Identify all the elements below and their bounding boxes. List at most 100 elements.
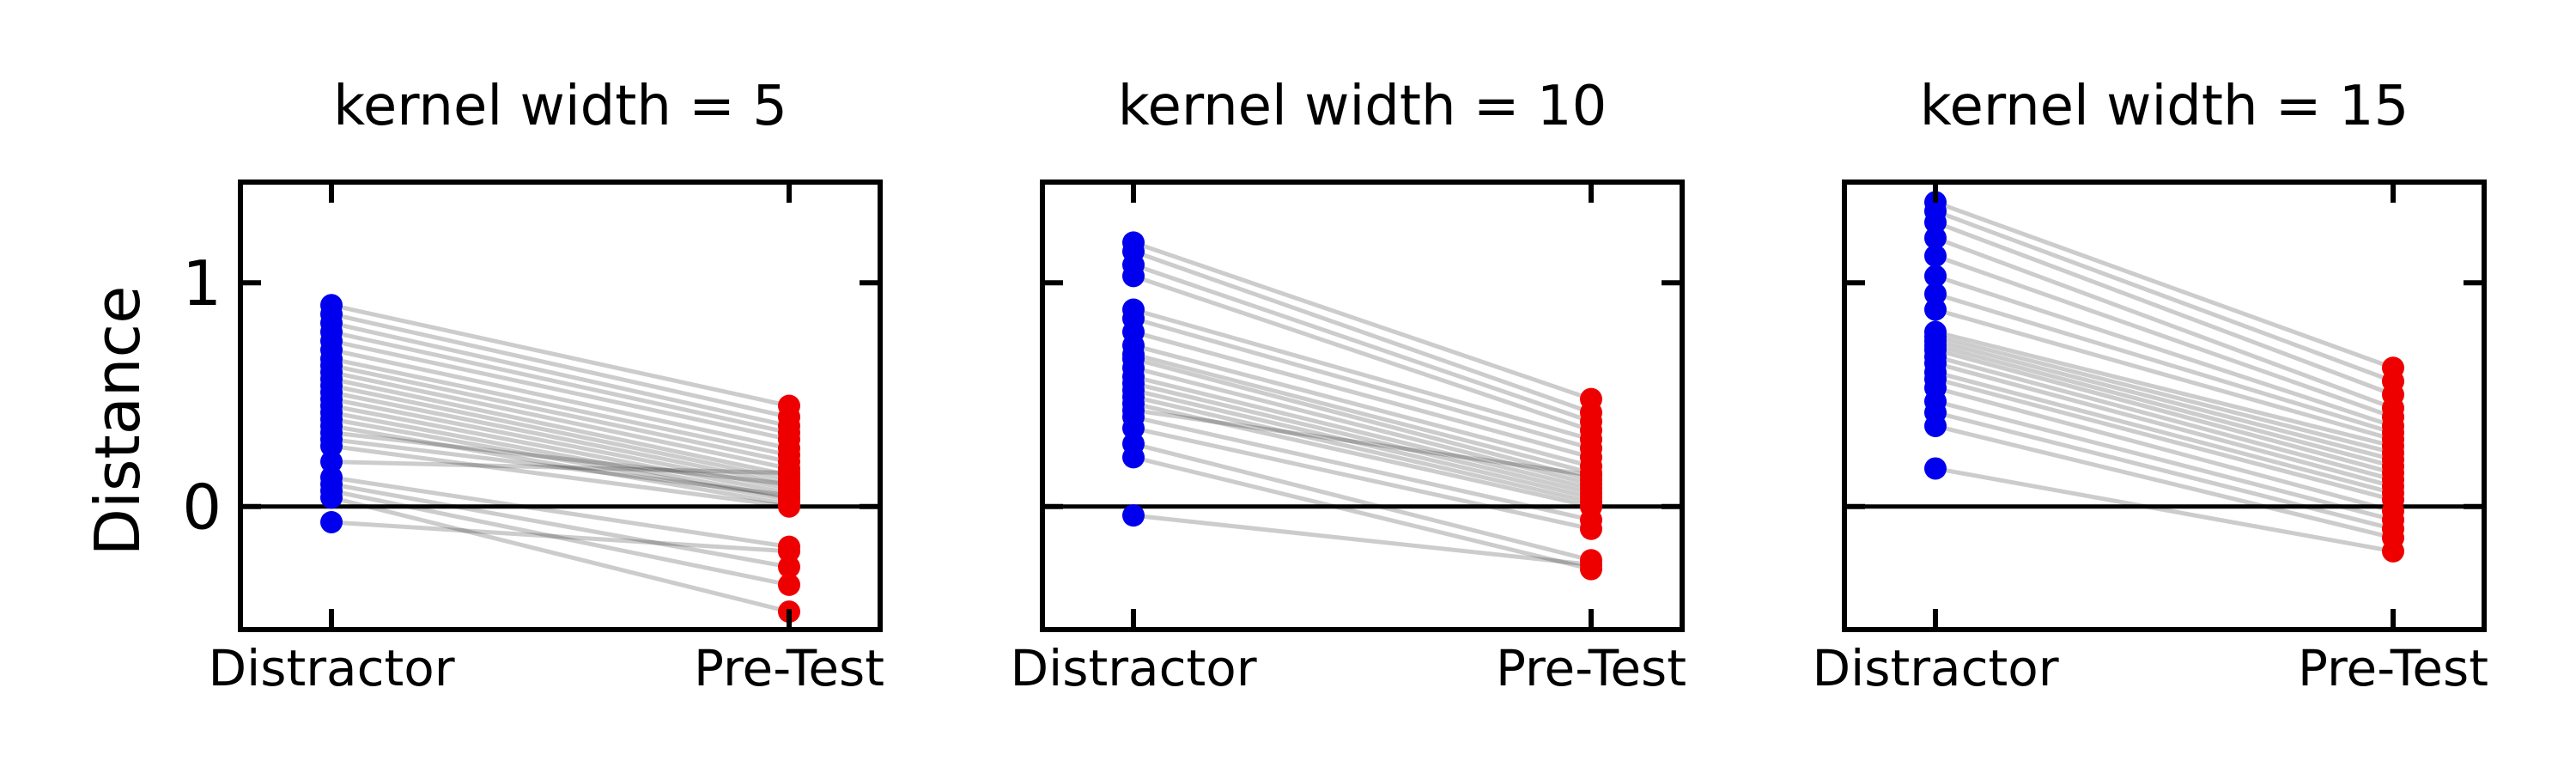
pair-line [331,383,790,482]
pretest-point [2382,539,2404,563]
x-tick-label: Pre-Test [694,639,884,697]
pair-line [331,312,790,419]
distractor-point [1122,446,1145,469]
pair-line [1133,263,1592,424]
pair-line [331,356,790,458]
pair-line [331,495,790,614]
distractor-point [1924,457,1947,480]
pair-line [1935,253,2394,419]
pair-line [331,369,790,471]
pair-line [1133,387,1592,500]
x-tick-label: Distractor [1812,639,2058,697]
pair-line [331,410,790,500]
pretest-point [778,573,800,596]
distractor-point [1122,417,1145,440]
distractor-point [320,486,343,509]
distractor-point [1924,298,1947,321]
pair-line [1133,415,1592,522]
pair-line [1935,466,2394,554]
axes-frame [238,180,883,632]
pair-line [1133,316,1592,451]
panel-title: kernel width = 10 [1118,75,1607,138]
pair-line [1935,220,2394,397]
pair-line [1935,200,2394,370]
distractor-point [1122,504,1145,527]
panel-3: kernel width = 15 Distractor Pre-Test [1812,75,2488,697]
pair-line [1935,338,2394,462]
pretest-point [778,556,800,579]
pair-line [1133,408,1592,478]
y-axis-label: Distance [82,286,154,557]
y-tick-label: 1 [182,247,222,320]
pair-line [1935,370,2394,496]
pretest-point [1580,517,1602,540]
x-tick-label: Pre-Test [2298,639,2488,697]
pretest-point [778,539,800,563]
pretest-point [1580,553,1602,576]
x-tick-label: Distractor [208,639,454,697]
pair-line [1133,307,1592,441]
pair-line [331,423,790,507]
pair-line [331,330,790,435]
distractor-point [320,450,343,473]
pair-line [331,475,790,550]
pair-line [331,404,790,496]
pair-line [1935,361,2394,489]
pair-line [1935,423,2394,540]
panel-2: kernel width = 10 Distractor Pre-Test [1010,75,1686,697]
panel-1: kernel width = 5 0 1 Distractor Pre-Test [182,75,884,697]
pair-line [1133,240,1592,402]
pair-line [1935,235,2394,411]
pair-line [1935,330,2394,448]
y-tick-label: 0 [182,472,222,544]
pair-line [331,437,790,498]
pair-line [331,482,790,569]
distractor-point [1924,265,1947,288]
pair-line [1133,356,1592,482]
pair-line [331,347,790,451]
x-tick-label: Distractor [1010,639,1256,697]
pair-line [1935,343,2394,469]
pair-line [1935,410,2394,532]
pair-line [1935,334,2394,455]
pair-line [331,390,790,487]
axes-frame [1842,180,2487,632]
pair-line [1935,209,2394,384]
distractor-point [1924,227,1947,250]
pair-line [331,338,790,442]
pair-line [331,302,790,408]
pair-line [1133,401,1592,509]
pair-line [1935,376,2394,502]
pair-line [1935,291,2394,435]
pretest-point [778,495,800,518]
pair-line [331,397,790,491]
pair-line [1935,274,2394,429]
pair-line [1133,249,1592,415]
pair-line [1133,365,1592,487]
pretest-point [778,461,800,484]
pair-line [331,320,790,429]
pair-line [331,430,790,487]
distractor-point [1122,265,1145,288]
pair-line [1935,386,2394,514]
pair-line [1133,454,1592,572]
pair-line [1133,441,1592,563]
distractor-point [1924,210,1947,234]
distractor-point [320,435,343,458]
panel-title: kernel width = 5 [333,75,787,138]
panel-title: kernel width = 15 [1920,75,2409,138]
distractor-point [1924,414,1947,437]
pair-line [1133,381,1592,496]
x-tick-label: Pre-Test [1496,639,1686,697]
pair-line [1935,347,2394,476]
pretest-point [1580,464,1602,487]
pair-line [331,417,790,502]
pair-line [1133,426,1592,532]
pair-line [1133,513,1592,567]
axes-frame [1040,180,1685,632]
pair-line [1935,399,2394,522]
pair-line [1133,274,1592,433]
pair-line [331,363,790,465]
pair-line [1133,374,1592,491]
